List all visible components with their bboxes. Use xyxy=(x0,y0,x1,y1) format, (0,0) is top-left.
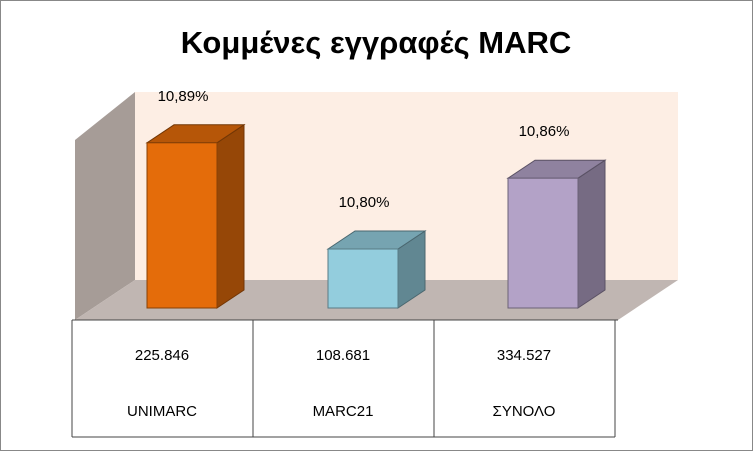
value-label: 10,89% xyxy=(158,88,209,105)
category-label: UNIMARC xyxy=(127,403,197,420)
category-label: MARC21 xyxy=(313,403,374,420)
bar xyxy=(327,248,399,309)
bar xyxy=(507,177,579,309)
bar xyxy=(146,142,218,309)
bar-side xyxy=(577,159,606,309)
data-table xyxy=(71,319,618,438)
table-cell: 108.681 xyxy=(316,347,370,364)
chart-title: Κομμένες εγγραφές MARC xyxy=(181,25,572,60)
table-cell: 225.846 xyxy=(135,347,189,364)
category-label: ΣΥΝΟΛΟ xyxy=(493,403,556,420)
bar-side xyxy=(216,123,245,309)
value-label: 10,80% xyxy=(339,194,390,211)
value-label: 10,86% xyxy=(519,123,570,140)
table-cell: 334.527 xyxy=(497,347,551,364)
side-wall xyxy=(75,92,135,320)
